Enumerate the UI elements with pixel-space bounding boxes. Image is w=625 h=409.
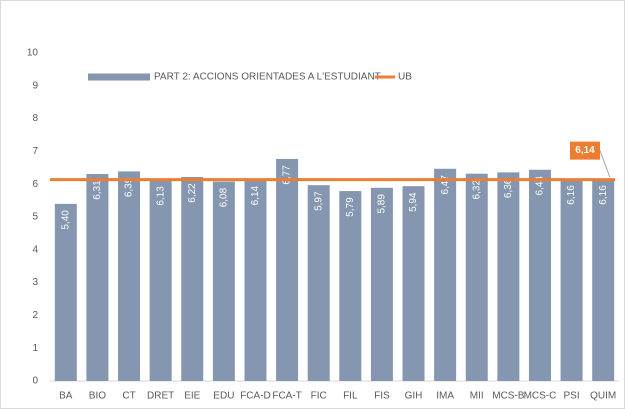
y-tick-label: 5 [32,212,38,223]
bar [592,178,615,381]
x-tick-label: FIS [374,391,390,402]
data-label: 6,77 [282,165,293,185]
y-tick-label: 10 [27,48,39,59]
data-label: 6,08 [219,187,230,207]
y-tick-label: 6 [32,179,38,190]
bar [212,181,235,381]
x-tick-label: PSI [564,391,580,402]
annotation: 6,14 [575,145,595,156]
bar [402,186,425,381]
y-tick-label: 9 [32,80,38,91]
bar [149,179,172,381]
bar [339,191,362,381]
data-label: 6,44 [535,176,546,196]
bar [497,172,520,381]
legend-label: PART 2: ACCIONS ORIENTADES A L'ESTUDIANT [154,72,381,83]
x-tick-label: DRET [147,391,174,402]
data-label: 5,40 [60,210,71,230]
data-label: 5,97 [313,191,324,211]
data-label: 6,39 [124,177,135,197]
bar [465,173,488,381]
bar [307,185,330,381]
x-tick-label: IMA [436,391,454,402]
x-tick-label: QUIM [590,391,616,402]
y-tick-label: 1 [32,343,38,354]
x-tick-label: CT [122,391,135,402]
y-tick-label: 8 [32,113,38,124]
x-tick-label: FCA-D [240,391,271,402]
data-label: 6,14 [250,185,261,205]
bar [244,179,267,381]
legend-label: UB [398,72,412,83]
data-label: 6,47 [440,175,451,195]
bar [181,176,204,381]
y-tick-label: 0 [32,376,38,387]
data-label: 6,31 [92,180,103,200]
leader-line [599,150,611,178]
x-tick-label: MCS-C [524,391,557,402]
y-tick-label: 4 [32,244,38,255]
y-tick-label: 2 [32,310,38,321]
bar [54,203,77,381]
bar [276,158,299,381]
annotation-box [570,141,600,160]
x-tick-label: BA [59,391,73,402]
x-tick-label: FIC [311,391,327,402]
x-tick-label: MII [470,391,484,402]
x-tick-label: GIH [405,391,423,402]
data-label: 6,16 [598,185,609,205]
x-tick-label: EDU [213,391,234,402]
bar [528,169,551,381]
data-label: 6,16 [566,185,577,205]
x-tick-label: EIE [184,391,200,402]
y-tick-label: 7 [32,146,38,157]
x-tick-label: FIL [343,391,358,402]
bar [434,168,457,381]
bar [118,171,141,381]
x-tick-label: MCS-B [492,391,525,402]
bar [370,187,393,381]
bar [560,178,583,381]
data-label: 6,36 [503,178,514,198]
x-tick-label: BIO [89,391,106,402]
data-label: 6,32 [471,180,482,200]
bar [86,174,109,381]
data-label: 6,22 [187,183,198,203]
data-label: 5,89 [377,194,388,214]
y-tick-label: 3 [32,277,38,288]
data-label: 5,79 [345,197,356,217]
x-tick-label: FCA-T [272,391,301,402]
data-label: 6,13 [155,186,166,206]
data-label: 5,94 [408,192,419,212]
legend-swatch [88,73,150,81]
